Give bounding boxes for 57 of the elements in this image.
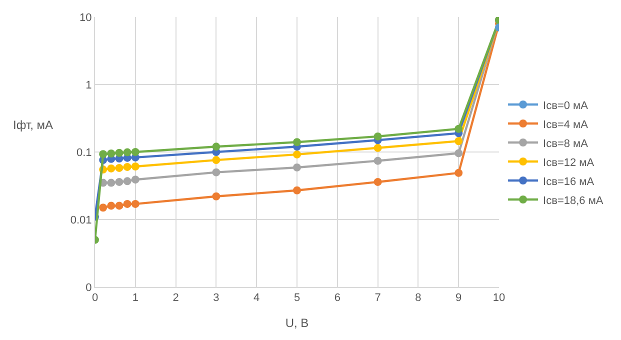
point <box>374 178 382 186</box>
legend-label: Iсв=4 мА <box>543 118 589 131</box>
y-tick-label: 0 <box>86 282 92 294</box>
point <box>212 142 220 151</box>
point <box>115 148 124 157</box>
legend-label: Iсв=18,6 мА <box>543 194 604 207</box>
point <box>99 150 108 158</box>
point <box>123 177 132 186</box>
x-tick-label: 8 <box>415 292 422 304</box>
legend-label: Iсв=16 мА <box>543 176 595 188</box>
point <box>212 168 220 176</box>
point <box>374 156 382 165</box>
point <box>454 137 463 146</box>
point <box>454 124 463 133</box>
x-tick-label: 2 <box>172 292 179 304</box>
point <box>123 162 132 171</box>
point <box>115 202 124 210</box>
point <box>107 202 116 210</box>
point <box>123 200 132 208</box>
y-tick-label: 1 <box>86 79 92 92</box>
y-tick-label: 0.1 <box>76 146 92 159</box>
point <box>293 186 301 194</box>
point <box>293 138 301 146</box>
point <box>293 150 301 158</box>
x-tick-label: 10 <box>492 292 506 304</box>
point <box>293 163 301 172</box>
x-tick-label: 5 <box>294 292 300 304</box>
point <box>123 148 132 156</box>
y-tick-label: 10 <box>80 12 92 24</box>
point <box>454 149 463 158</box>
point <box>131 176 140 184</box>
point <box>99 204 108 212</box>
x-tick-label: 7 <box>374 292 381 304</box>
x-tick-label: 4 <box>254 292 260 304</box>
point <box>115 164 124 172</box>
point <box>212 192 220 200</box>
x-tick-label: 6 <box>334 292 340 304</box>
point <box>131 148 140 156</box>
point <box>107 164 116 172</box>
y-axis-title: Iфт, мА <box>13 118 54 132</box>
point <box>107 178 116 187</box>
legend-label: Iсв=8 мА <box>543 138 589 150</box>
legend-label: Iсв=0 мА <box>543 100 589 112</box>
point <box>107 150 116 158</box>
point <box>131 162 140 170</box>
point <box>131 200 140 208</box>
point <box>454 168 463 177</box>
x-tick-label: 9 <box>456 292 462 304</box>
x-tick-label: 3 <box>213 292 220 304</box>
x-axis-title: U, В <box>285 316 309 330</box>
point <box>212 156 220 164</box>
x-tick-label: 1 <box>132 292 138 304</box>
point <box>374 144 382 152</box>
point <box>115 178 124 186</box>
legend-label: Iсв=12 мА <box>543 156 595 169</box>
y-tick-label: 0.01 <box>70 214 92 226</box>
point <box>374 132 382 140</box>
